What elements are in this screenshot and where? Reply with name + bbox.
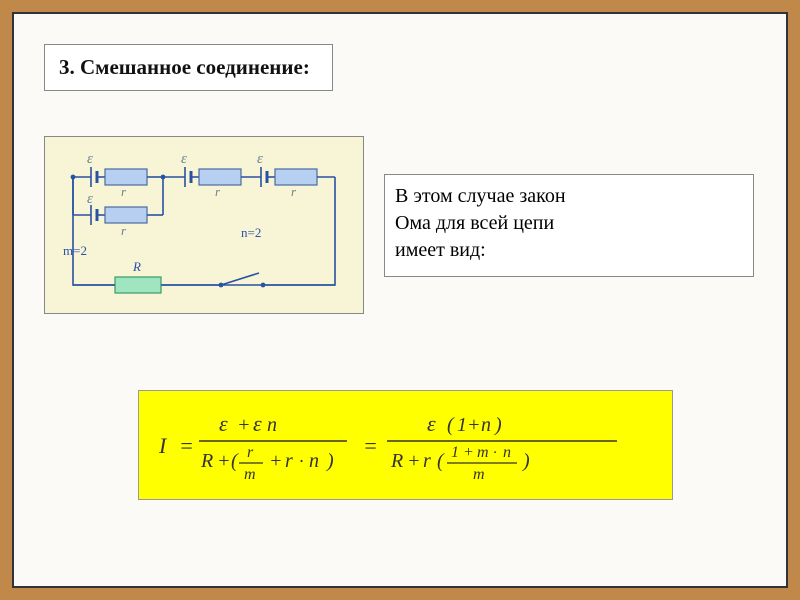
den1-r2: r (285, 450, 293, 472)
den1-lp: ( (231, 450, 239, 472)
eps-label-4: ε (257, 151, 263, 167)
r-label-3: r (215, 184, 221, 199)
den2-lp: ( (437, 450, 445, 472)
den2-n: n (503, 444, 511, 461)
load-label: R (132, 259, 141, 274)
eps-label-3: ε (181, 151, 187, 167)
den2-plus: + (407, 450, 421, 472)
den2-r: r (423, 450, 431, 472)
eps-label-2: ε (87, 191, 93, 207)
den1-n: n (309, 450, 319, 472)
sym-eq1: = (179, 433, 194, 458)
law-line-3: имеет вид: (395, 237, 743, 264)
den1-rp: ) (326, 450, 334, 472)
num1-n: n (267, 414, 277, 436)
den2-1: 1 (451, 444, 459, 461)
law-line-1: В этом случае закон (395, 183, 743, 210)
num2-eps: ε (427, 411, 436, 436)
formula-box: I = ε + ε n R + ( r m + r · n ) = (138, 390, 673, 500)
num2-1: 1 (457, 414, 467, 436)
den2-dot: · (493, 445, 497, 461)
r-label-2: r (121, 223, 127, 238)
formula-svg: I = ε + ε n R + ( r m + r · n ) = (151, 395, 661, 495)
n-label: n=2 (241, 225, 261, 240)
den1-m: m (244, 466, 256, 483)
den1-r1: r (247, 444, 254, 461)
circuit-svg: r ε r ε m=2 r ε (45, 137, 365, 315)
den2-plus2: + (463, 444, 474, 461)
r-label-1: r (121, 184, 127, 199)
den1-dot: · (299, 451, 304, 471)
den2-R: R (390, 450, 403, 472)
num2-n: n (481, 414, 491, 436)
num2-plus: + (467, 414, 481, 436)
eps-label-1: ε (87, 151, 93, 167)
circuit-diagram: r ε r ε m=2 r ε (44, 136, 364, 314)
r-label-4: r (291, 184, 297, 199)
den2-m2: m (473, 466, 485, 483)
num1-eps2: ε (253, 411, 262, 436)
sym-eq2: = (363, 433, 378, 458)
law-line-2: Ома для всей цепи (395, 210, 743, 237)
num1-plus: + (237, 414, 251, 436)
num2-rp: ) (494, 414, 502, 436)
den2-rp: ) (522, 450, 530, 472)
den1-R: R (200, 450, 213, 472)
num2-lp: ( (447, 414, 455, 436)
section-title: 3. Смешанное соединение: (44, 44, 333, 91)
sym-I: I (158, 433, 168, 458)
den2-m1: m (477, 444, 489, 461)
m-label: m=2 (63, 243, 87, 258)
law-text: В этом случае закон Ома для всей цепи им… (384, 174, 754, 277)
den1-plus1: + (217, 450, 231, 472)
num1-eps1: ε (219, 411, 228, 436)
slide-frame: 3. Смешанное соединение: r ε (12, 12, 788, 588)
den1-plus2: + (269, 450, 283, 472)
